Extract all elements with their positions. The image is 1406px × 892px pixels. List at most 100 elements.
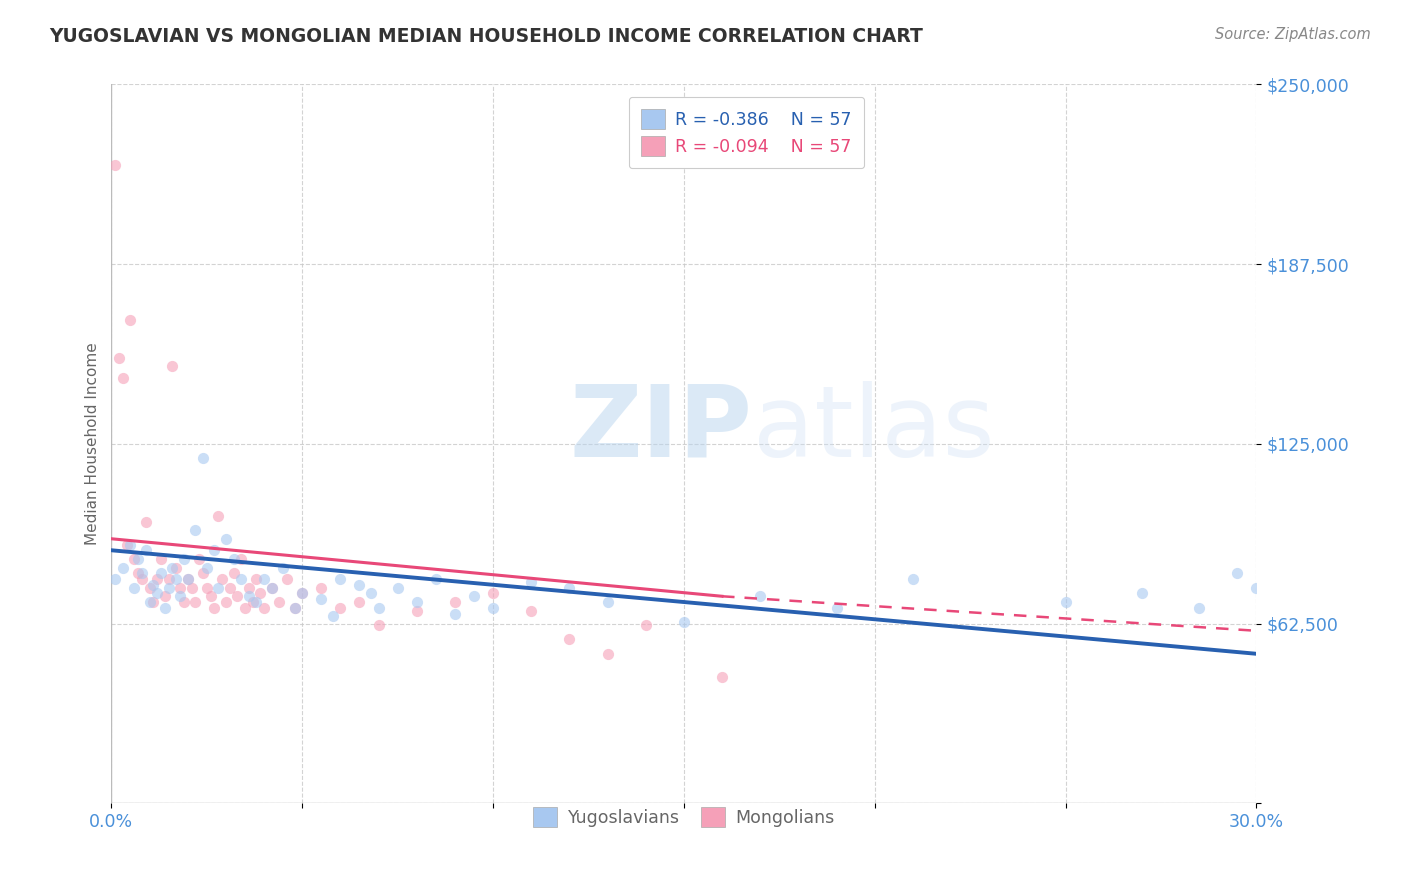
Y-axis label: Median Household Income: Median Household Income [86, 343, 100, 545]
Point [127, 552, 149, 566]
Point [146, 572, 169, 586]
Point [195, 581, 218, 595]
Text: YUGOSLAVIAN VS MONGOLIAN MEDIAN HOUSEHOLD INCOME CORRELATION CHART: YUGOSLAVIAN VS MONGOLIAN MEDIAN HOUSEHOL… [49, 27, 924, 45]
Point [124, 552, 146, 566]
Point [238, 581, 260, 595]
Point [138, 581, 160, 595]
Point [349, 595, 371, 609]
Point [901, 572, 924, 586]
Point [271, 560, 294, 574]
Text: Source: ZipAtlas.com: Source: ZipAtlas.com [1215, 27, 1371, 42]
Point [157, 572, 180, 586]
Point [253, 600, 276, 615]
Point [222, 566, 245, 581]
Point [291, 586, 314, 600]
Point [162, 560, 184, 574]
Point [231, 572, 253, 586]
Point [329, 600, 352, 615]
Point [711, 670, 734, 684]
Point [672, 615, 695, 629]
Point [207, 581, 229, 595]
Point [1246, 581, 1268, 595]
Point [177, 572, 200, 586]
Text: ZIP: ZIP [569, 381, 752, 478]
Point [222, 552, 245, 566]
Text: atlas: atlas [752, 381, 994, 478]
Point [211, 572, 233, 586]
Point [387, 581, 409, 595]
Point [558, 632, 581, 647]
Point [249, 586, 271, 600]
Point [215, 532, 238, 546]
Point [405, 595, 427, 609]
Point [634, 618, 657, 632]
Point [204, 600, 226, 615]
Point [231, 552, 253, 566]
Point [184, 595, 207, 609]
Point [322, 609, 344, 624]
Point [233, 600, 256, 615]
Point [200, 589, 222, 603]
Point [115, 537, 138, 551]
Point [184, 523, 207, 537]
Point [329, 572, 352, 586]
Point [153, 600, 176, 615]
Point [311, 581, 333, 595]
Point [204, 543, 226, 558]
Point [104, 572, 127, 586]
Point [260, 581, 283, 595]
Point [284, 600, 307, 615]
Point [195, 560, 218, 574]
Point [253, 572, 276, 586]
Point [165, 572, 187, 586]
Point [226, 589, 249, 603]
Point [242, 595, 264, 609]
Point [177, 572, 200, 586]
Point [291, 586, 314, 600]
Point [269, 595, 291, 609]
Point [596, 595, 619, 609]
Point [131, 572, 153, 586]
Point [173, 552, 195, 566]
Point [135, 515, 157, 529]
Point [104, 158, 127, 172]
Point [215, 595, 238, 609]
Point [245, 572, 267, 586]
Point [520, 604, 543, 618]
Point [749, 589, 772, 603]
Point [142, 578, 165, 592]
Point [146, 586, 169, 600]
Point [150, 566, 173, 581]
Point [111, 560, 134, 574]
Point [108, 351, 131, 365]
Point [367, 618, 389, 632]
Point [360, 586, 382, 600]
Point [260, 581, 283, 595]
Point [191, 451, 214, 466]
Point [349, 578, 371, 592]
Point [150, 552, 173, 566]
Point [558, 581, 581, 595]
Point [138, 595, 160, 609]
Point [157, 581, 180, 595]
Point [444, 607, 467, 621]
Point [482, 586, 505, 600]
Point [284, 600, 307, 615]
Point [367, 600, 389, 615]
Point [135, 543, 157, 558]
Point [1054, 595, 1077, 609]
Point [180, 581, 202, 595]
Legend: Yugoslavians, Mongolians: Yugoslavians, Mongolians [526, 800, 842, 834]
Point [482, 600, 505, 615]
Point [520, 574, 543, 589]
Point [188, 552, 211, 566]
Point [1188, 600, 1211, 615]
Point [120, 313, 142, 327]
Point [120, 537, 142, 551]
Point [169, 581, 191, 595]
Point [207, 508, 229, 523]
Point [444, 595, 467, 609]
Point [153, 589, 176, 603]
Point [425, 572, 447, 586]
Point [825, 600, 848, 615]
